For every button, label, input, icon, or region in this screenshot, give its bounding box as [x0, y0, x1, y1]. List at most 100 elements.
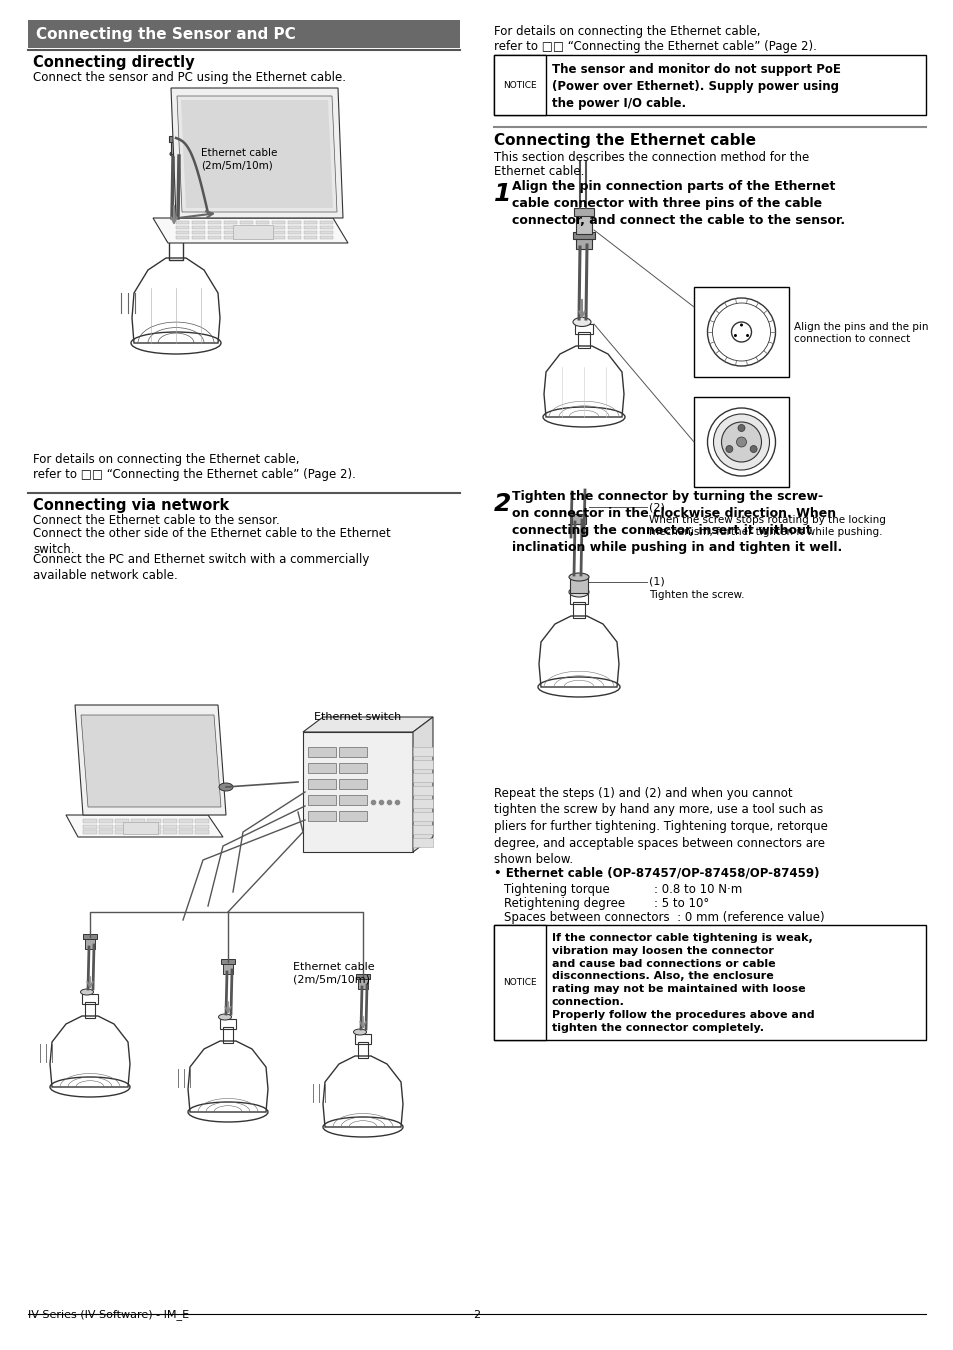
Bar [169, 240, 183, 261]
Bar [255, 231, 269, 234]
Bar [308, 795, 335, 805]
Bar [175, 231, 189, 234]
Bar [224, 220, 236, 224]
Bar [163, 825, 177, 829]
Bar [308, 763, 335, 774]
Circle shape [733, 333, 736, 338]
Bar [319, 235, 333, 239]
Bar [224, 235, 236, 239]
Bar [494, 925, 925, 1040]
Bar [693, 397, 788, 487]
Bar [576, 212, 592, 234]
Bar [169, 136, 183, 142]
Bar [85, 937, 95, 949]
Bar [99, 825, 112, 829]
Bar [413, 811, 433, 821]
Bar [304, 235, 316, 239]
Bar [413, 774, 433, 782]
Bar [413, 747, 433, 756]
Bar [494, 55, 925, 115]
Text: Connect the Ethernet cable to the sensor.: Connect the Ethernet cable to the sensor… [33, 514, 279, 526]
Ellipse shape [354, 1029, 366, 1035]
Bar [578, 332, 589, 348]
Polygon shape [75, 705, 226, 815]
Text: Repeat the steps (1) and (2) and when you cannot
tighten the screw by hand any m: Repeat the steps (1) and (2) and when yo… [494, 787, 827, 865]
Bar [272, 225, 285, 230]
Bar [569, 594, 587, 603]
Text: Connecting the Ethernet cable: Connecting the Ethernet cable [494, 134, 755, 148]
Ellipse shape [713, 414, 769, 470]
Circle shape [738, 424, 744, 432]
Bar [85, 1002, 95, 1018]
Circle shape [740, 324, 742, 327]
Bar [304, 231, 316, 234]
Bar [272, 220, 285, 224]
Bar [171, 139, 181, 154]
Polygon shape [66, 815, 223, 837]
Bar [357, 977, 368, 990]
Text: • Ethernet cable (OP-87457/OP-87458/OP-87459): • Ethernet cable (OP-87457/OP-87458/OP-8… [494, 867, 819, 880]
Bar [494, 925, 545, 1040]
Bar [131, 830, 145, 834]
Bar [303, 732, 413, 852]
Bar [288, 231, 301, 234]
Bar [494, 55, 545, 115]
Bar [308, 811, 335, 821]
Text: 2: 2 [473, 1310, 480, 1320]
Bar [194, 830, 209, 834]
Bar [573, 602, 584, 618]
Bar [413, 799, 433, 809]
Bar [179, 819, 193, 823]
Text: NOTICE: NOTICE [502, 977, 537, 987]
Text: Align the pin connection parts of the Ethernet
cable connector with three pins o: Align the pin connection parts of the Et… [512, 180, 844, 227]
Bar [147, 825, 161, 829]
Bar [223, 963, 233, 973]
Bar [208, 235, 221, 239]
Text: Ethernet cable
(2m/5m/10m): Ethernet cable (2m/5m/10m) [201, 148, 277, 170]
Bar [338, 795, 367, 805]
Bar [83, 819, 97, 823]
Bar [208, 220, 221, 224]
Bar [99, 819, 112, 823]
Bar [304, 225, 316, 230]
Circle shape [749, 446, 757, 452]
Text: For details on connecting the Ethernet cable,: For details on connecting the Ethernet c… [494, 26, 760, 38]
Polygon shape [171, 88, 343, 217]
Bar [240, 231, 253, 234]
Bar [573, 232, 595, 239]
Bar [221, 958, 234, 964]
Bar [240, 220, 253, 224]
Bar [83, 825, 97, 829]
Bar [319, 220, 333, 224]
Bar [413, 825, 433, 834]
Bar [308, 747, 335, 757]
Bar [576, 238, 592, 248]
Polygon shape [81, 716, 221, 807]
Text: Tighten the screw.: Tighten the screw. [648, 590, 743, 599]
Bar [170, 221, 172, 230]
Text: Connecting directly: Connecting directly [33, 55, 194, 70]
Bar [166, 228, 186, 240]
Bar [255, 235, 269, 239]
Bar [194, 819, 209, 823]
Bar [192, 225, 205, 230]
Text: Spaces between connectors  : 0 mm (reference value): Spaces between connectors : 0 mm (refere… [503, 911, 823, 923]
Bar [179, 825, 193, 829]
Bar [83, 934, 97, 940]
Text: Align the pins and the pin
connection to connect: Align the pins and the pin connection to… [793, 323, 927, 344]
Bar [288, 235, 301, 239]
Bar [575, 324, 593, 333]
Text: If the connector cable tightening is weak,
vibration may loosen the connector
an: If the connector cable tightening is wea… [552, 933, 814, 1033]
Bar [147, 819, 161, 823]
Ellipse shape [573, 317, 590, 327]
Bar [179, 830, 193, 834]
Bar [233, 225, 273, 239]
Text: Connect the sensor and PC using the Ethernet cable.: Connect the sensor and PC using the Ethe… [33, 72, 346, 84]
Bar [175, 225, 189, 230]
Bar [208, 231, 221, 234]
Bar [131, 825, 145, 829]
Text: Ethernet cable
(2m/5m/10m): Ethernet cable (2m/5m/10m) [293, 963, 375, 984]
Text: Connecting via network: Connecting via network [33, 498, 229, 513]
Ellipse shape [80, 990, 93, 995]
Text: 2: 2 [494, 491, 511, 516]
